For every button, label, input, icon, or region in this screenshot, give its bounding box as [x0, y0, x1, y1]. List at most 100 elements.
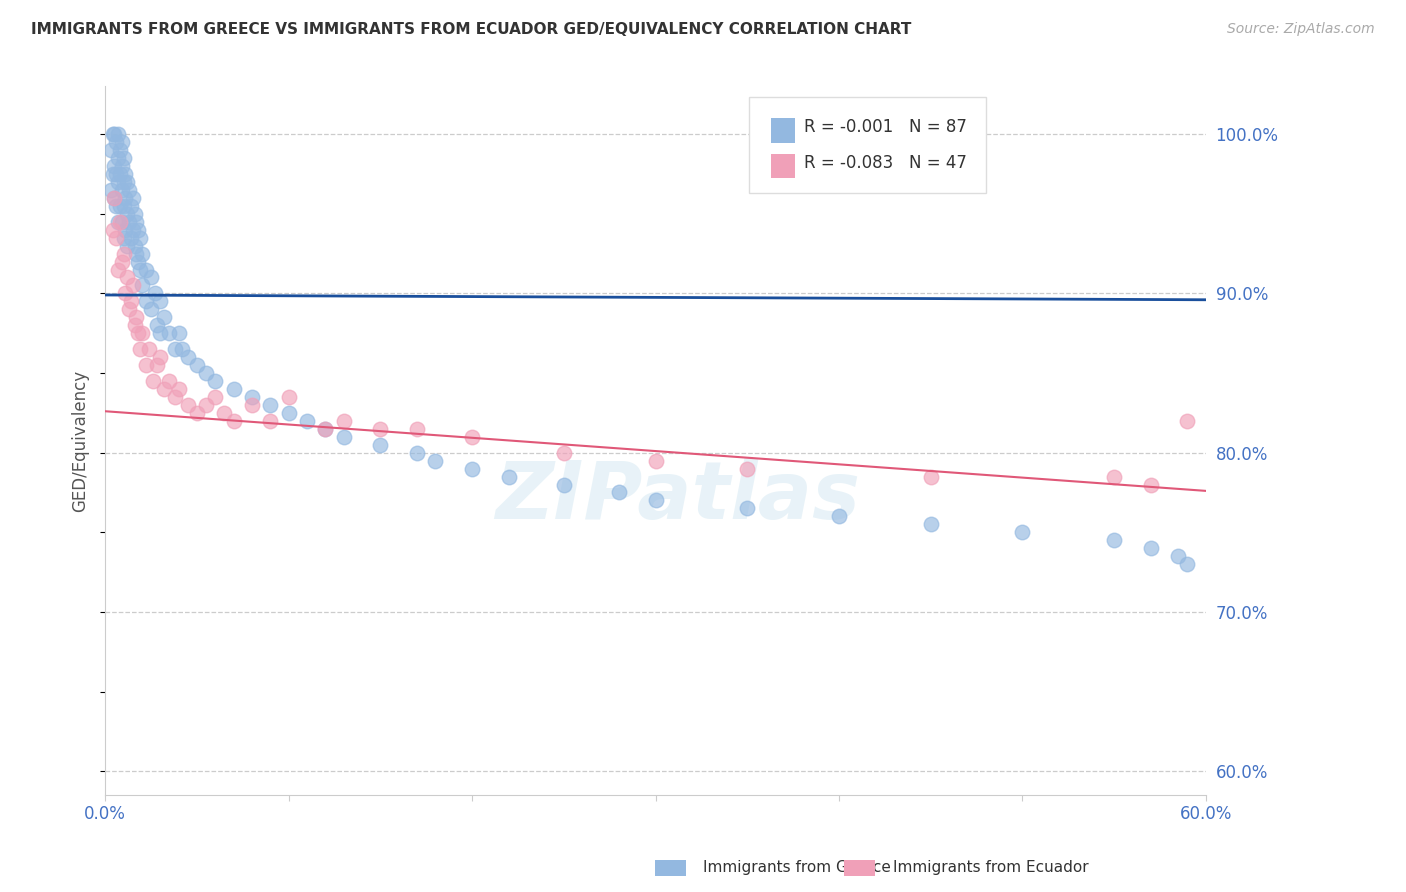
Point — [105, 135, 128, 149]
Point — [498, 469, 520, 483]
Point — [1177, 557, 1199, 571]
Point — [111, 254, 134, 268]
Point — [135, 262, 157, 277]
Point — [1167, 549, 1189, 564]
Point — [1139, 541, 1161, 556]
Point — [553, 477, 575, 491]
Point — [112, 175, 135, 189]
Point — [115, 175, 138, 189]
Point — [120, 199, 142, 213]
Point — [149, 294, 172, 309]
Text: R = -0.083   N = 47: R = -0.083 N = 47 — [804, 154, 967, 172]
Point — [332, 430, 354, 444]
Point — [124, 207, 146, 221]
Point — [314, 422, 336, 436]
Point — [644, 493, 666, 508]
Point — [103, 191, 125, 205]
Point — [112, 151, 135, 165]
Point — [195, 398, 218, 412]
Point — [108, 143, 131, 157]
Point — [125, 246, 148, 260]
Text: ZIPatlas: ZIPatlas — [495, 458, 860, 536]
Text: IMMIGRANTS FROM GREECE VS IMMIGRANTS FROM ECUADOR GED/EQUIVALENCY CORRELATION CH: IMMIGRANTS FROM GREECE VS IMMIGRANTS FRO… — [31, 22, 911, 37]
Point — [125, 215, 148, 229]
Point — [553, 445, 575, 459]
Point — [124, 238, 146, 252]
Point — [100, 183, 122, 197]
Point — [240, 398, 263, 412]
Point — [107, 127, 129, 141]
Point — [153, 382, 176, 396]
Point — [127, 326, 149, 341]
Point — [121, 278, 143, 293]
Point — [295, 414, 318, 428]
Point — [121, 223, 143, 237]
Point — [131, 278, 153, 293]
Point — [131, 246, 153, 260]
FancyBboxPatch shape — [749, 97, 986, 193]
Point — [108, 215, 131, 229]
Point — [108, 167, 131, 181]
Point — [111, 135, 134, 149]
Point — [107, 151, 129, 165]
Point — [103, 191, 125, 205]
Point — [127, 254, 149, 268]
Y-axis label: GED/Equivalency: GED/Equivalency — [72, 369, 89, 512]
Text: Immigrants from Ecuador: Immigrants from Ecuador — [893, 860, 1088, 874]
Point — [920, 517, 942, 532]
Point — [131, 326, 153, 341]
Point — [157, 326, 180, 341]
Point — [114, 223, 136, 237]
Point — [607, 485, 630, 500]
Point — [111, 159, 134, 173]
Point — [204, 390, 226, 404]
Point — [135, 294, 157, 309]
Point — [121, 191, 143, 205]
Point — [735, 461, 758, 475]
Point — [112, 199, 135, 213]
Point — [163, 342, 186, 356]
Point — [101, 167, 124, 181]
Point — [127, 223, 149, 237]
Point — [129, 230, 152, 244]
Point — [163, 390, 186, 404]
Point — [1011, 525, 1033, 540]
Point — [240, 390, 263, 404]
Point — [172, 342, 194, 356]
Point — [1102, 533, 1125, 548]
Point — [332, 414, 354, 428]
Point — [114, 286, 136, 301]
Point — [139, 270, 162, 285]
Point — [114, 167, 136, 181]
Point — [111, 215, 134, 229]
Point — [314, 422, 336, 436]
Point — [129, 342, 152, 356]
Point — [177, 398, 200, 412]
Point — [277, 390, 299, 404]
Point — [177, 350, 200, 364]
Point — [120, 294, 142, 309]
Point — [222, 414, 245, 428]
Point — [370, 422, 392, 436]
Point — [115, 238, 138, 252]
Point — [406, 445, 429, 459]
Point — [108, 199, 131, 213]
Point — [204, 374, 226, 388]
Point — [100, 143, 122, 157]
Point — [461, 461, 484, 475]
Point — [1177, 414, 1199, 428]
FancyBboxPatch shape — [770, 153, 796, 178]
Point — [107, 215, 129, 229]
Point — [157, 374, 180, 388]
Point — [115, 207, 138, 221]
Point — [149, 326, 172, 341]
Point — [101, 223, 124, 237]
Point — [105, 167, 128, 181]
Point — [145, 318, 167, 333]
Point — [114, 191, 136, 205]
Point — [186, 406, 208, 420]
Text: Source: ZipAtlas.com: Source: ZipAtlas.com — [1227, 22, 1375, 37]
Text: Immigrants from Greece: Immigrants from Greece — [703, 860, 891, 874]
Point — [115, 270, 138, 285]
Point — [120, 230, 142, 244]
